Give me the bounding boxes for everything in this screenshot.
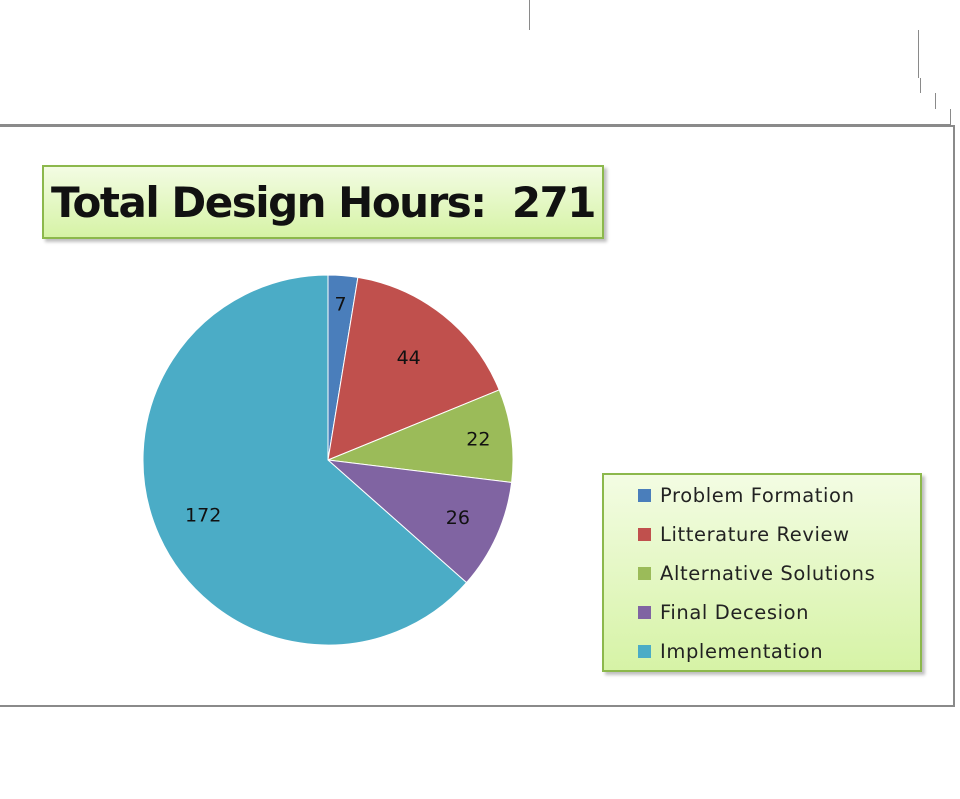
legend-item-alternative-solutions: Alternative Solutions — [638, 561, 875, 585]
data-label-final-decesion: 26 — [446, 507, 470, 529]
background-sheet — [0, 0, 530, 32]
legend-label: Problem Formation — [660, 483, 855, 507]
legend-swatch-litterature-review — [638, 527, 651, 541]
legend-item-litterature-review: Litterature Review — [638, 522, 850, 546]
legend-label: Alternative Solutions — [660, 561, 876, 585]
legend-item-problem-formation: Problem Formation — [638, 483, 855, 507]
chart-title: Total Design Hours: 271 — [42, 165, 604, 239]
pie-slice-implementation — [142, 274, 468, 646]
data-label-problem-formation: 7 — [335, 294, 347, 316]
legend-swatch-alternative-solutions — [638, 566, 651, 580]
legend-label: Litterature Review — [660, 522, 850, 546]
pie-slice-alternative-solutions — [326, 389, 514, 484]
background-sheet — [0, 109, 951, 125]
data-label-litterature-review: 44 — [397, 347, 421, 369]
pie-slice-final-decesion — [326, 459, 513, 584]
legend-swatch-implementation — [638, 644, 651, 658]
legend-item-final-decesion: Final Decesion — [638, 600, 809, 624]
data-label-implementation: 172 — [185, 505, 221, 527]
pie-slice-litterature-review — [327, 276, 500, 461]
legend-label: Final Decesion — [660, 600, 810, 624]
legend-label: Implementation — [660, 639, 824, 663]
legend-swatch-problem-formation — [638, 488, 651, 502]
chart-legend: Problem Formation Litterature Review Alt… — [602, 473, 922, 672]
legend-item-implementation: Implementation — [638, 639, 823, 663]
legend-swatch-final-decesion — [638, 605, 651, 619]
data-label-alternative-solutions: 22 — [466, 428, 490, 450]
background-sheet — [0, 30, 919, 63]
